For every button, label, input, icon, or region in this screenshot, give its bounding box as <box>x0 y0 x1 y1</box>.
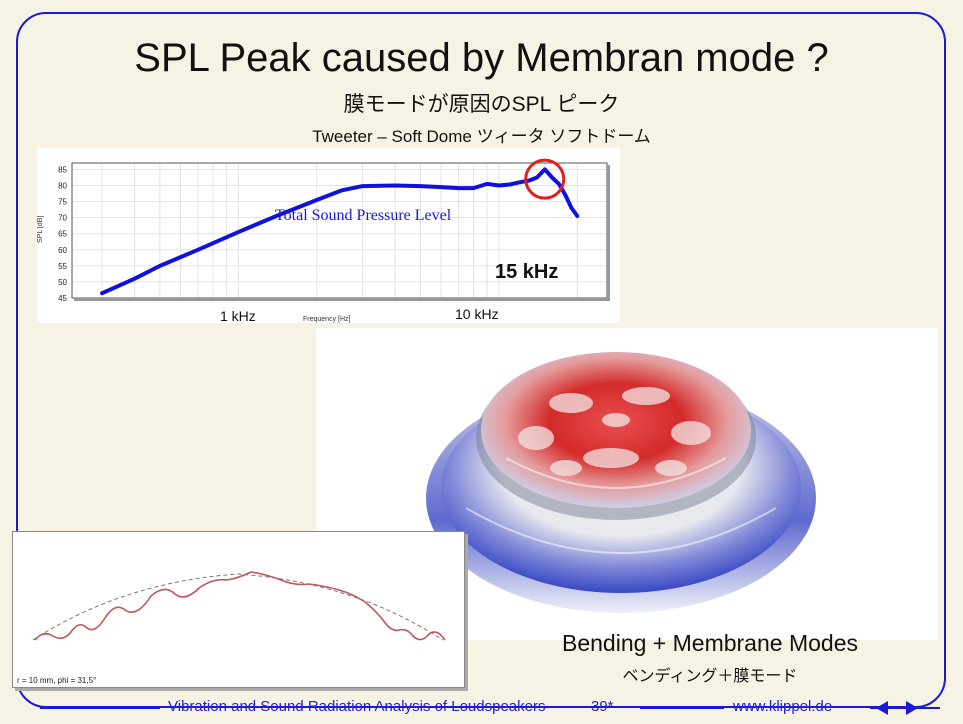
slide-subtitle-english: Tweeter – Soft Dome ツィータ ソフトドーム <box>312 127 651 146</box>
slide-frame <box>16 12 946 708</box>
spl-series-line <box>100 167 580 296</box>
membrane-profile-panel: r = 10 mm, phi = 31,5° <box>12 531 465 688</box>
x-axis-label: Frequency [Hz] <box>303 316 351 323</box>
footer-page-number: 39* <box>591 698 614 715</box>
footer-url-link[interactable]: www.klippel.de <box>733 698 833 715</box>
y-tick-label: 80 <box>58 182 67 191</box>
y-tick-label: 70 <box>58 214 67 223</box>
y-tick-label: 75 <box>58 198 67 207</box>
mode-ridges <box>465 457 777 554</box>
footer-rule-right <box>870 707 940 709</box>
y-tick-label: 45 <box>58 294 67 303</box>
spl-chart: 85 80 75 70 65 60 55 50 45 SPL [dB] Total Sound … <box>37 158 610 323</box>
slide-title: SPL Peak caused by Membran mode ? <box>134 36 829 80</box>
membrane-profile-plot <box>32 571 446 641</box>
profile-deflection-curve <box>34 571 446 641</box>
profile-caption: r = 10 mm, phi = 31,5° <box>17 676 97 685</box>
footer-rule-middle <box>640 707 724 709</box>
y-ticks: 85 80 75 70 65 60 55 50 45 <box>58 165 67 303</box>
y-tick-label: 65 <box>58 230 67 239</box>
dome-cap <box>481 352 751 508</box>
y-tick-label: 50 <box>58 278 67 287</box>
dome-3d-render <box>426 352 816 613</box>
y-axis-label: SPL [dB] <box>37 216 44 243</box>
dome-mode-visualization <box>316 328 938 640</box>
footer-nav-arrows-icon[interactable] <box>874 698 934 718</box>
y-tick-label: 85 <box>58 165 67 174</box>
slide-subtitle-japanese: 膜モードが原因のSPL ピーク <box>343 93 620 116</box>
peak-label: 15 kHz <box>495 261 558 283</box>
profile-reference-curve <box>32 573 444 641</box>
x-tick-label-10khz: 10 kHz <box>455 306 499 322</box>
modes-label-english: Bending + Membrane Modes <box>562 630 858 656</box>
spl-chart-panel: 85 80 75 70 65 60 55 50 45 SPL [dB] Total Sound … <box>37 148 620 323</box>
plot-shadow-right <box>607 165 610 301</box>
mode-pattern <box>518 387 711 476</box>
y-tick-label: 55 <box>58 262 67 271</box>
footer-rule-left <box>40 707 160 709</box>
forward-arrow-icon <box>906 701 918 715</box>
series-annotation: Total Sound Pressure Level <box>275 207 452 224</box>
peak-highlight-circle <box>524 158 566 200</box>
slide-footer: Vibration and Sound Radiation Analysis o… <box>0 696 963 718</box>
plot-shadow-bottom <box>74 298 609 301</box>
modes-label-japanese: ベンディング＋膜モード <box>622 668 798 685</box>
back-arrow-icon <box>876 701 888 715</box>
x-tick-label-1khz: 1 kHz <box>220 308 256 323</box>
y-tick-label: 60 <box>58 246 67 255</box>
footer-title: Vibration and Sound Radiation Analysis o… <box>168 698 546 715</box>
